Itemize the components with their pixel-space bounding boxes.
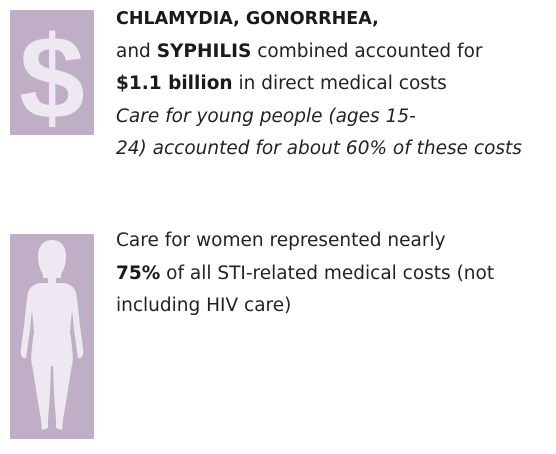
syphilis-label: SYPHILIS xyxy=(156,40,252,62)
fact2-line2-suffix: of all STI-related medical costs (not xyxy=(160,262,495,284)
cost-amount: $1.1 billion xyxy=(116,73,233,94)
sti-names-heading: CHLAMYDIA, GONORRHEA, xyxy=(116,9,379,29)
fact1-line2-suffix: combined accounted for xyxy=(251,40,483,62)
women-percentage: 75% xyxy=(116,262,161,284)
fact1-line3-suffix: in direct medical costs xyxy=(232,73,447,94)
dollar-sign-icon: $ xyxy=(10,10,94,135)
young-people-note-line1: Care for young people (ages 15- xyxy=(116,105,416,127)
human-body-icon xyxy=(10,234,94,439)
fact1-line2-prefix: and xyxy=(116,40,157,62)
fact2-line1: Care for women represented nearly xyxy=(116,230,446,251)
fact-direct-costs: CHLAMYDIA, GONORRHEA, and SYPHILIS combi… xyxy=(116,3,522,166)
fact2-line3: including HIV care) xyxy=(116,295,292,316)
young-people-note-line2: 24) accounted for about 60% of these cos… xyxy=(116,138,522,159)
fact-women-costs: Care for women represented nearly 75% of… xyxy=(116,225,494,323)
svg-text:$: $ xyxy=(19,12,85,135)
